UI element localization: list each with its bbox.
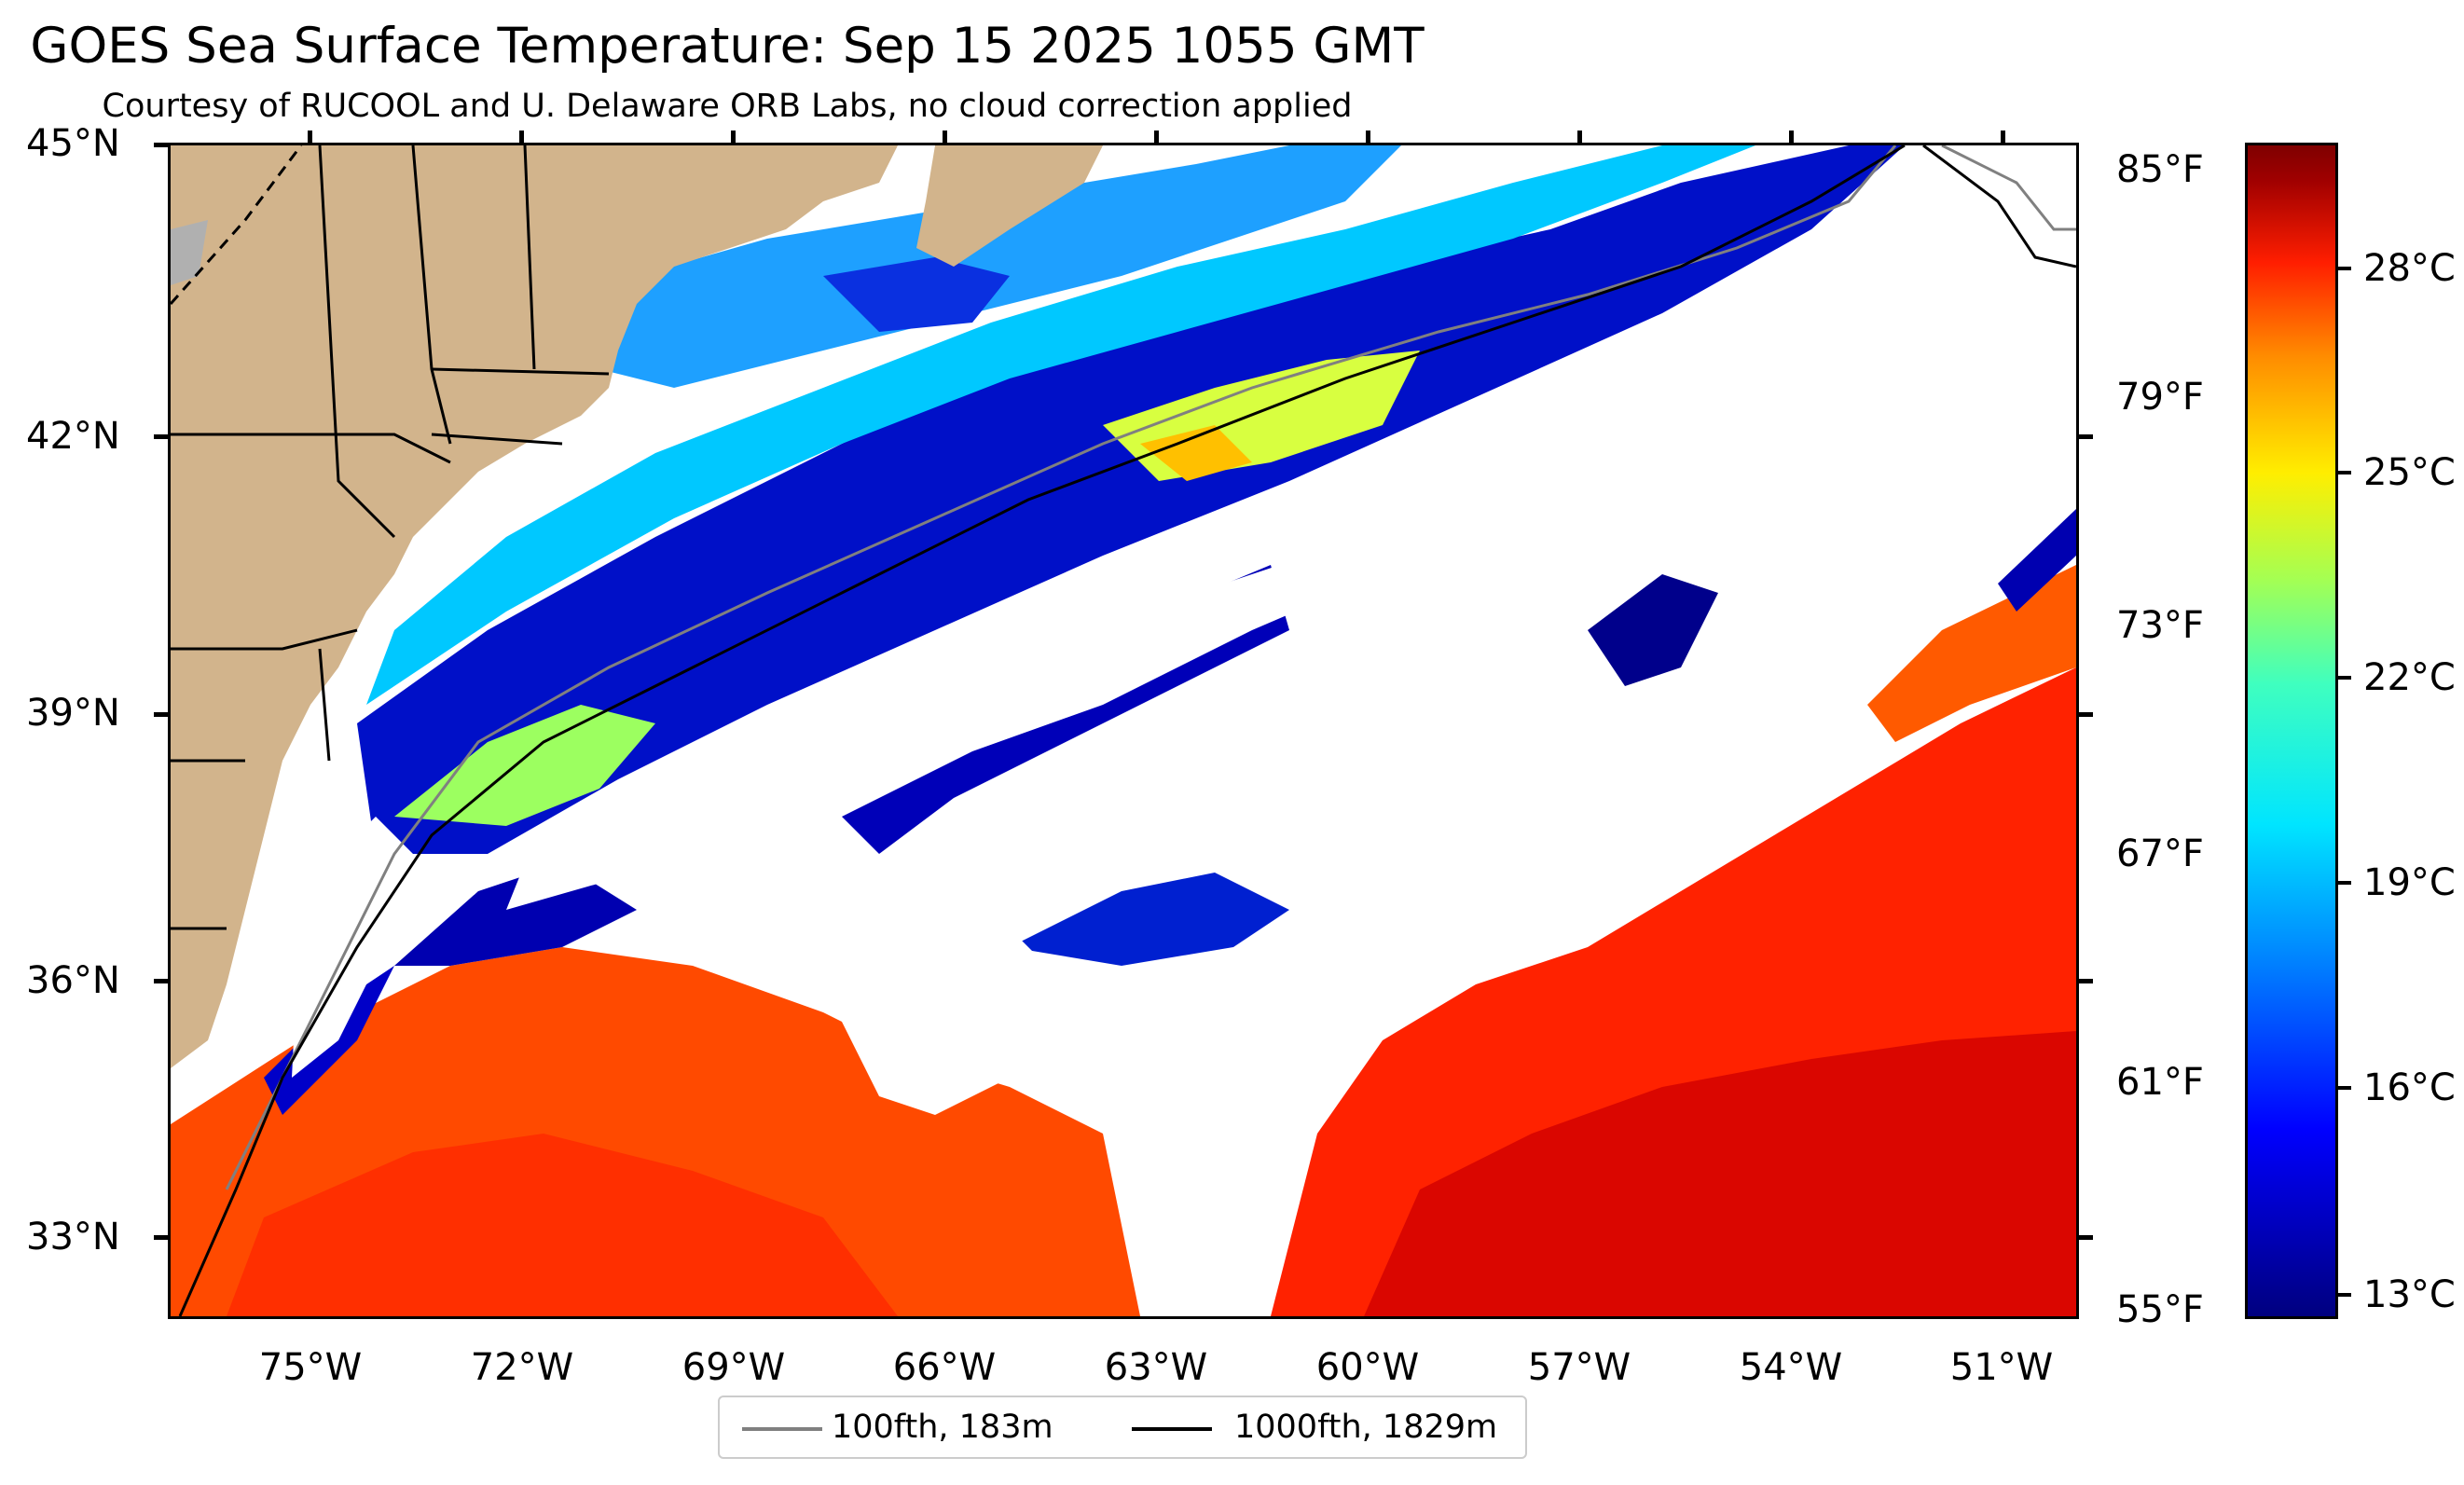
lat-label-33: 33°N [26,1216,120,1258]
sst-map [168,143,2079,1319]
f-label-55: 55°F [2116,1288,2204,1331]
tick-left-33 [154,1235,168,1240]
lon-label-72: 72°W [470,1346,574,1389]
tick-top-66 [943,131,947,143]
tick-right-33 [2079,1235,2093,1240]
c-label-28: 28°C [2363,247,2456,290]
shelf-warm-spot [1140,425,1252,481]
cbar-tick-13 [2338,1293,2351,1297]
gulf-of-maine-cold [823,257,1010,332]
cloud-mass-coastal [292,817,413,1078]
c-label-25: 25°C [2363,451,2456,494]
contour-100fth [225,145,1897,1190]
tick-right-42 [2079,434,2093,439]
sst-field [171,145,2076,1316]
tick-top-72 [519,131,524,143]
warm-water-east [1867,565,2076,742]
cloud-mass-central [506,145,2076,910]
legend-label-100fth: 100fth, 183m [832,1409,1053,1446]
lon-label-54: 54°W [1739,1346,1843,1389]
contour-legend: 100fth, 183m 1000fth, 1829m [718,1396,1527,1459]
lon-label-63: 63°W [1104,1346,1208,1389]
tick-left-39 [154,712,168,717]
tick-right-39 [2079,712,2093,717]
cold-filament-4 [1998,509,2076,612]
lon-label-57: 57°W [1527,1346,1631,1389]
great-lake-patch [171,220,208,285]
legend-swatch-100fth [742,1427,822,1431]
contour-100fth-east [1941,145,2076,231]
f-label-67: 67°F [2116,832,2204,875]
lon-label-75: 75°W [258,1346,363,1389]
cold-filament-3 [1010,873,1289,966]
f-label-79: 79°F [2116,376,2204,419]
map-title: GOES Sea Surface Temperature: Sep 15 202… [30,18,1425,75]
f-label-85: 85°F [2116,148,2204,191]
c-label-19: 19°C [2363,861,2456,904]
tick-left-42 [154,434,168,439]
f-label-73: 73°F [2116,604,2204,647]
c-label-16: 16°C [2363,1066,2456,1109]
tick-top-75 [308,131,312,143]
colorbar [2245,143,2338,1319]
cloud-mass-east [1289,723,1644,947]
c-label-13: 13°C [2363,1273,2456,1316]
hot-water-southeast [1364,1031,2076,1316]
shelf-mild-band [394,705,655,826]
tick-top-60 [1366,131,1370,143]
contour-1000fth-east [1922,145,2076,268]
lon-label-69: 69°W [681,1346,786,1389]
f-label-61: 61°F [2116,1061,2204,1104]
tick-top-54 [1789,131,1794,143]
cbar-tick-16 [2338,1086,2351,1090]
lon-label-66: 66°W [892,1346,997,1389]
tick-left-45 [154,143,168,147]
cloud-mass-middle [842,928,1066,1115]
tick-top-57 [1577,131,1582,143]
tick-left-36 [154,979,168,983]
cbar-tick-19 [2338,881,2351,885]
tick-top-63 [1154,131,1159,143]
cold-filament-2 [1588,574,1718,686]
land-northeast-us [171,145,898,1068]
legend-label-1000fth: 1000fth, 1829m [1234,1409,1498,1446]
state-borders [171,145,610,930]
lon-label-60: 60°W [1315,1346,1420,1389]
cbar-tick-22 [2338,676,2351,680]
canada-border [171,145,303,305]
legend-swatch-1000fth [1132,1427,1212,1431]
tick-right-36 [2079,979,2093,983]
gulf-of-maine [599,145,1401,388]
lat-label-45: 45°N [26,122,120,165]
contour-1000fth [178,145,1906,1316]
c-label-22: 22°C [2363,656,2456,699]
tick-top-51 [2001,131,2005,143]
shelf-cold-band [357,145,1905,854]
lat-label-39: 39°N [26,692,120,735]
land-nova-scotia [916,145,1103,267]
lat-label-42: 42°N [26,415,120,458]
cbar-tick-28 [2338,267,2351,270]
tick-top-69 [731,131,736,143]
hot-water-southwest [227,1134,898,1316]
map-subtitle: Courtesy of RUCOOL and U. Delaware ORB L… [102,88,1353,125]
lon-label-51: 51°W [1949,1346,2054,1389]
lat-label-36: 36°N [26,959,120,1002]
cbar-tick-25 [2338,471,2351,474]
